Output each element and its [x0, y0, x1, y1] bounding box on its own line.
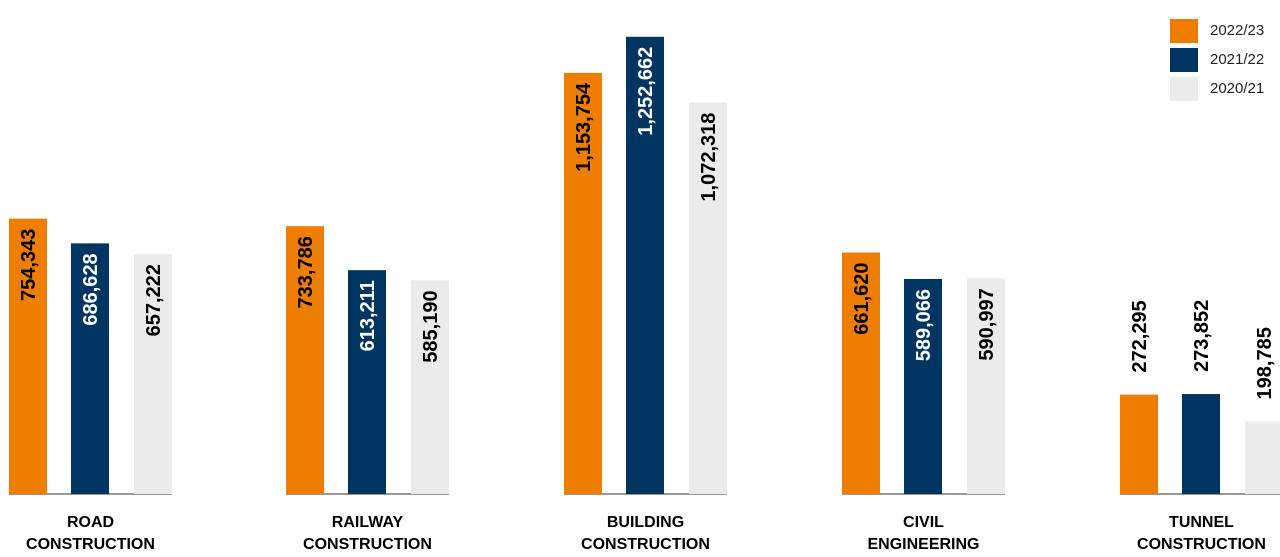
legend-label: 2022/23 — [1210, 22, 1265, 39]
data-label: 273,852 — [1191, 300, 1213, 372]
bar — [9, 218, 47, 495]
category-label: CONSTRUCTION — [581, 536, 710, 553]
bar — [1120, 394, 1158, 494]
legend-item-2021-22: 2021/22 — [1170, 45, 1264, 74]
legend: 2022/23 2021/22 2020/21 — [1170, 16, 1264, 103]
data-label: 686,628 — [80, 253, 102, 325]
legend-label: 2020/21 — [1210, 80, 1265, 97]
bar — [904, 278, 942, 494]
bar — [564, 72, 602, 494]
bar — [134, 254, 172, 494]
data-label: 754,343 — [18, 229, 40, 301]
legend-item-2020-21: 2020/21 — [1170, 74, 1264, 103]
bar — [1245, 421, 1280, 494]
data-label: 589,066 — [913, 289, 935, 361]
category-label: CONSTRUCTION — [1137, 536, 1266, 553]
legend-item-2022-23: 2022/23 — [1170, 16, 1264, 45]
bar — [1182, 394, 1220, 494]
data-label: 661,620 — [851, 263, 873, 335]
bar — [626, 36, 664, 494]
category-label: ROAD — [67, 514, 114, 531]
category-label: CONSTRUCTION — [26, 536, 155, 553]
data-label: 1,252,662 — [635, 47, 657, 136]
category-label: BUILDING — [607, 514, 684, 531]
category-label: CONSTRUCTION — [303, 536, 432, 553]
data-label: 1,072,318 — [698, 113, 720, 202]
data-label: 1,153,754 — [573, 82, 595, 172]
category-label: CIVIL — [903, 514, 944, 531]
bar — [286, 226, 324, 495]
data-label: 733,786 — [295, 236, 317, 308]
bar — [689, 102, 727, 494]
data-label: 590,997 — [976, 288, 998, 360]
data-label: 657,222 — [143, 264, 165, 336]
data-label: 613,211 — [357, 280, 379, 351]
data-label: 198,785 — [1254, 327, 1276, 399]
data-label: 585,190 — [420, 290, 442, 362]
legend-swatch — [1170, 47, 1198, 72]
bar — [411, 280, 449, 494]
bar — [71, 243, 109, 494]
category-label: ENGINEERING — [867, 536, 979, 553]
legend-label: 2021/22 — [1210, 51, 1265, 68]
bar — [842, 252, 880, 494]
legend-swatch — [1170, 76, 1198, 101]
category-label: TUNNEL — [1169, 514, 1234, 531]
bar — [967, 278, 1005, 494]
data-label: 272,295 — [1129, 300, 1151, 372]
category-label: RAILWAY — [332, 514, 404, 531]
bar — [348, 270, 386, 494]
legend-swatch — [1170, 18, 1198, 43]
